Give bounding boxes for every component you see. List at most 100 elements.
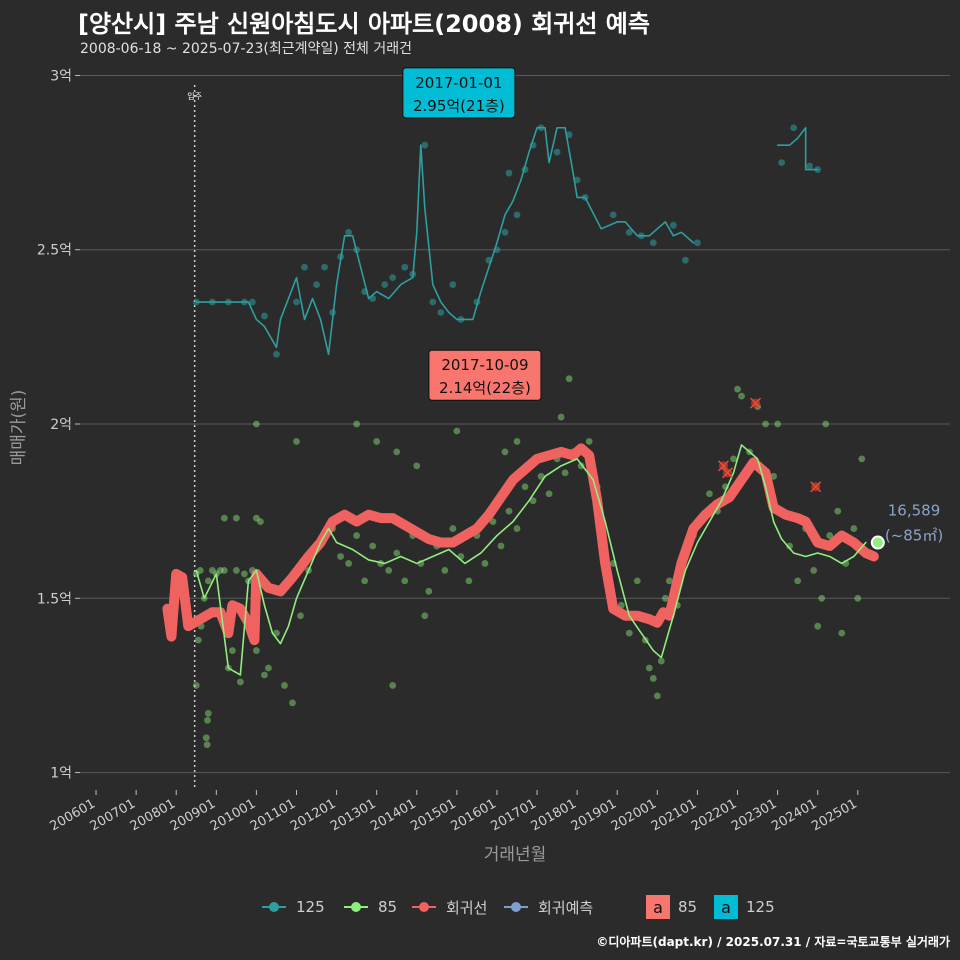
- legend-box-85[interactable]: a 85: [646, 892, 697, 922]
- chart-title: [양산시] 주남 신원아침도시 아파트(2008) 회귀선 예측: [78, 10, 650, 38]
- scatter-point-85: [661, 594, 669, 602]
- scatter-point-85: [657, 657, 665, 665]
- scatter-point-85: [373, 438, 381, 445]
- label-125-price: 2.95억(21층): [413, 97, 505, 115]
- scatter-point-85: [814, 622, 822, 630]
- scatter-point-125: [505, 169, 513, 177]
- scatter-point-85: [421, 612, 429, 620]
- series-125-line: [195, 126, 695, 356]
- scatter-point-85: [794, 577, 802, 585]
- y-tick-label: 1억: [50, 766, 72, 782]
- scatter-point-85: [353, 420, 361, 428]
- scatter-point-85: [585, 438, 593, 445]
- scatter-point-85: [293, 438, 300, 445]
- scatter-point-85: [216, 567, 224, 574]
- x-axis-title: 거래년월: [484, 845, 547, 865]
- scatter-point-125: [625, 228, 633, 236]
- legend-item-forecast[interactable]: 회귀예측: [502, 892, 593, 922]
- scatter-point-85: [730, 455, 737, 463]
- x-tick-label: 202001: [609, 796, 659, 834]
- legend-box-125-label: 125: [746, 898, 775, 916]
- label-125: 2017-01-01 2.95억(21층): [402, 67, 516, 119]
- x-tick-label: 201901: [569, 796, 619, 834]
- x-tick-label: 201401: [368, 796, 418, 834]
- scatter-point-85: [633, 577, 641, 585]
- scatter-point-125: [389, 274, 397, 282]
- scatter-point-125: [273, 350, 280, 358]
- anomaly-markers: [717, 397, 822, 493]
- scatter-point-85: [513, 525, 521, 532]
- scatter-point-85: [738, 392, 745, 400]
- scatter-point-125: [293, 298, 300, 306]
- scatter-point-85: [385, 567, 393, 574]
- scatter-point-85: [858, 455, 866, 463]
- scatter-point-125: [261, 312, 268, 320]
- scatter-point-85: [625, 629, 633, 637]
- scatter-point-85: [202, 734, 210, 742]
- scatter-point-125: [301, 263, 308, 271]
- scatter-point-85: [393, 549, 401, 557]
- legend-box-85-label: 85: [678, 898, 698, 916]
- scatter-point-85: [441, 567, 449, 574]
- scatter-point-85: [389, 682, 397, 689]
- anomaly-cross: [721, 467, 734, 479]
- scatter-point-125: [694, 239, 701, 247]
- label-85-date: 2017-10-09: [441, 356, 528, 374]
- legend-item-regression[interactable]: 회귀선: [410, 892, 487, 922]
- scatter-point-85: [413, 462, 421, 470]
- scatter-point-85: [818, 594, 826, 602]
- legend-item-125[interactable]: 125: [260, 892, 325, 922]
- scatter-point-85: [505, 507, 513, 515]
- scatter-point-85: [204, 577, 212, 585]
- scatter-point-85: [297, 612, 304, 620]
- legend-box-125-letter: a: [714, 895, 738, 919]
- move-in-marker: 입주: [187, 85, 202, 790]
- x-tick-label: 201301: [328, 796, 378, 834]
- grid-lines: [80, 74, 950, 774]
- scatter-point-125: [609, 211, 617, 219]
- x-tick-label: 202101: [649, 796, 699, 834]
- scatter-point-85: [401, 577, 409, 585]
- scatter-point-85: [537, 472, 545, 480]
- y-tick-label: 1.5억: [37, 591, 72, 607]
- scatter-point-85: [838, 629, 846, 637]
- x-tick-label: 201601: [448, 796, 498, 834]
- scatter-point-125: [401, 263, 409, 271]
- regression-line: [162, 443, 879, 646]
- y-axis-title: 매매가(원): [9, 390, 29, 466]
- anomaly-cross: [810, 481, 822, 493]
- scatter-point-85: [513, 438, 521, 445]
- scatter-point-85: [557, 413, 565, 421]
- legend: 125 85 회귀선 회귀예측 a 85 a 125: [0, 892, 960, 922]
- scatter-point-85: [220, 567, 228, 574]
- scatter-point-85: [529, 497, 537, 505]
- scatter-point-85: [521, 483, 529, 491]
- legend-label-125: 125: [296, 898, 325, 916]
- scatter-point-85: [257, 518, 264, 526]
- anomaly-cross: [750, 397, 762, 409]
- scatter-point-125: [321, 263, 328, 271]
- forecast-point: [870, 535, 885, 550]
- scatter-point-85: [203, 741, 211, 749]
- scatter-point-125: [449, 281, 457, 288]
- scatter-point-85: [545, 490, 553, 498]
- scatter-point-85: [232, 514, 240, 522]
- forecast-area: (~85㎡): [885, 527, 943, 545]
- scatter-point-85: [194, 636, 202, 644]
- scatter-point-85: [232, 567, 240, 574]
- scatter-point-85: [645, 664, 653, 672]
- label-85-box: [428, 349, 542, 401]
- scatter-point-125: [790, 124, 798, 132]
- legend-label-regression: 회귀선: [446, 898, 488, 917]
- legend-label-forecast: 회귀예측: [538, 898, 594, 917]
- legend-item-85[interactable]: 85: [342, 892, 397, 922]
- scatter-point-85: [826, 532, 834, 539]
- legend-box-125[interactable]: a 125: [714, 892, 775, 922]
- scatter-point-85: [345, 560, 353, 567]
- scatter-point-125: [345, 228, 353, 236]
- scatter-point-85: [265, 664, 272, 672]
- scatter-point-85: [220, 514, 228, 522]
- x-tick-label: 202401: [769, 796, 819, 834]
- label-85-price: 2.14억(22층): [439, 379, 531, 397]
